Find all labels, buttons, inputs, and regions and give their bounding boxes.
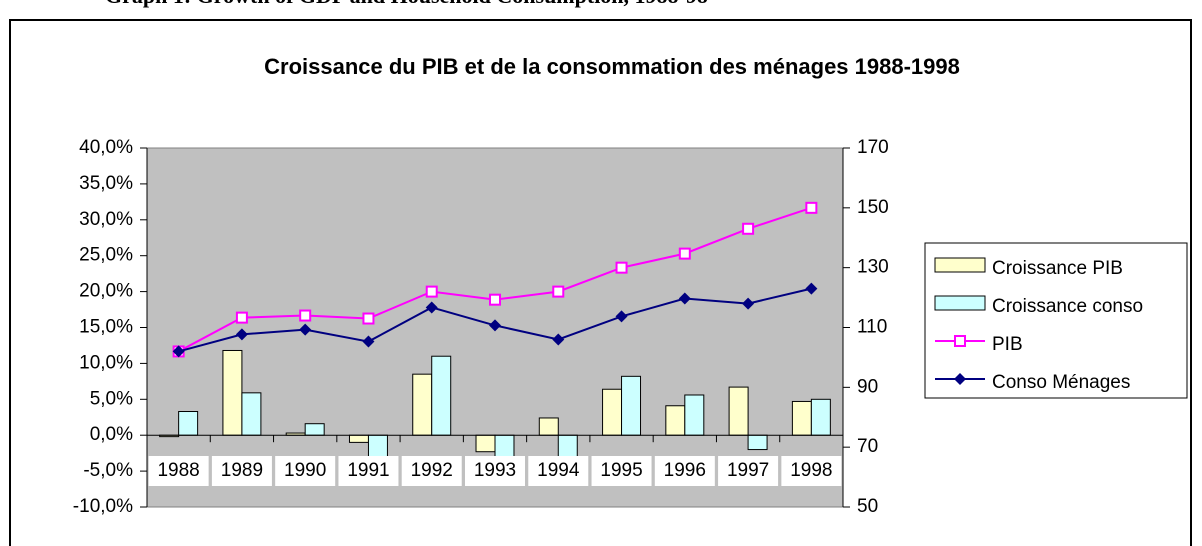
legend-label: Croissance conso: [992, 296, 1143, 317]
bar: [475, 434, 496, 453]
line-marker: [235, 311, 248, 324]
x-label-box: [148, 456, 209, 486]
line-marker: [489, 293, 501, 306]
y-tick-label: 0,0%: [90, 424, 133, 445]
legend-swatch: [934, 295, 986, 311]
bar: [222, 349, 243, 436]
x-label-box: [338, 456, 399, 486]
line-marker: [742, 297, 755, 310]
y-tick-label: 40,0%: [79, 137, 133, 158]
bar: [241, 392, 262, 436]
bar: [538, 417, 559, 436]
bar: [665, 405, 686, 436]
line-marker: [742, 222, 755, 235]
legend-label: Croissance PIB: [992, 258, 1123, 279]
x-tick-label: 1988: [157, 460, 199, 481]
line-marker: [172, 345, 185, 358]
y-tick-label: 20,0%: [79, 281, 133, 302]
x-label-box: [275, 456, 336, 486]
legend-label: PIB: [992, 334, 1023, 355]
x-label-box: [211, 456, 272, 486]
y2-tick-label: 170: [857, 137, 889, 158]
x-label-box: [401, 456, 462, 486]
y2-tick-label: 110: [857, 317, 887, 338]
y-tick-label: 30,0%: [79, 209, 133, 230]
bar: [602, 388, 623, 436]
legend-marker: [954, 373, 966, 385]
bar: [621, 375, 642, 436]
legend-marker: [954, 335, 966, 347]
y2-tick-label: 130: [857, 257, 889, 278]
y2-tick-label: 90: [857, 376, 878, 397]
line-marker: [299, 323, 312, 336]
line-marker: [615, 261, 628, 274]
bar: [810, 398, 831, 436]
line-marker: [489, 319, 501, 332]
x-tick-label: 1992: [411, 460, 453, 481]
y-tick-label: 15,0%: [79, 317, 133, 338]
line-marker: [362, 312, 375, 325]
line-marker: [552, 285, 565, 298]
line-marker: [615, 310, 628, 323]
x-label-box: [781, 456, 842, 486]
line-marker: [299, 309, 312, 322]
x-tick-label: 1995: [600, 460, 642, 481]
line-marker: [235, 328, 248, 341]
bar: [304, 423, 325, 436]
line-marker: [362, 335, 375, 348]
line-marker: [678, 292, 691, 305]
bar: [684, 394, 705, 436]
x-tick-label: 1994: [537, 460, 580, 481]
y-tick-label: 25,0%: [79, 245, 133, 266]
bar: [412, 373, 433, 436]
line-marker: [425, 285, 438, 298]
y-tick-label: 10,0%: [79, 352, 133, 373]
line-marker: [805, 282, 818, 295]
x-tick-label: 1989: [221, 460, 263, 481]
y2-tick-label: 50: [857, 496, 878, 517]
x-tick-label: 1998: [790, 460, 832, 481]
page-heading: Graph 1: Growth of GDP and Household Con…: [105, 0, 708, 8]
y-tick-label: -5,0%: [83, 460, 133, 481]
x-label-box: [718, 456, 779, 486]
chart-title: Croissance du PIB et de la consommation …: [264, 54, 960, 79]
x-tick-label: 1991: [347, 460, 389, 481]
x-label-box: [528, 456, 589, 486]
line-marker: [425, 301, 438, 314]
x-tick-label: 1997: [727, 460, 769, 481]
x-label-box: [591, 456, 652, 486]
y-tick-label: 35,0%: [79, 173, 133, 194]
bar: [178, 411, 199, 436]
line-marker: [678, 247, 691, 260]
x-tick-label: 1996: [664, 460, 706, 481]
bar: [747, 434, 768, 451]
y2-tick-label: 150: [857, 197, 889, 218]
x-tick-label: 1990: [284, 460, 326, 481]
legend-swatch: [934, 257, 986, 273]
legend-label: Conso Ménages: [992, 372, 1130, 393]
line-marker: [805, 201, 818, 214]
y-tick-label: -10,0%: [73, 496, 133, 517]
y-tick-label: 5,0%: [90, 388, 133, 409]
bar: [431, 355, 452, 436]
x-tick-label: 1993: [474, 460, 516, 481]
x-label-box: [654, 456, 715, 486]
bar: [791, 400, 812, 436]
bar: [728, 386, 749, 436]
line-marker: [552, 333, 565, 346]
x-label-box: [465, 456, 525, 486]
y2-tick-label: 70: [857, 436, 878, 457]
bar: [348, 434, 369, 443]
